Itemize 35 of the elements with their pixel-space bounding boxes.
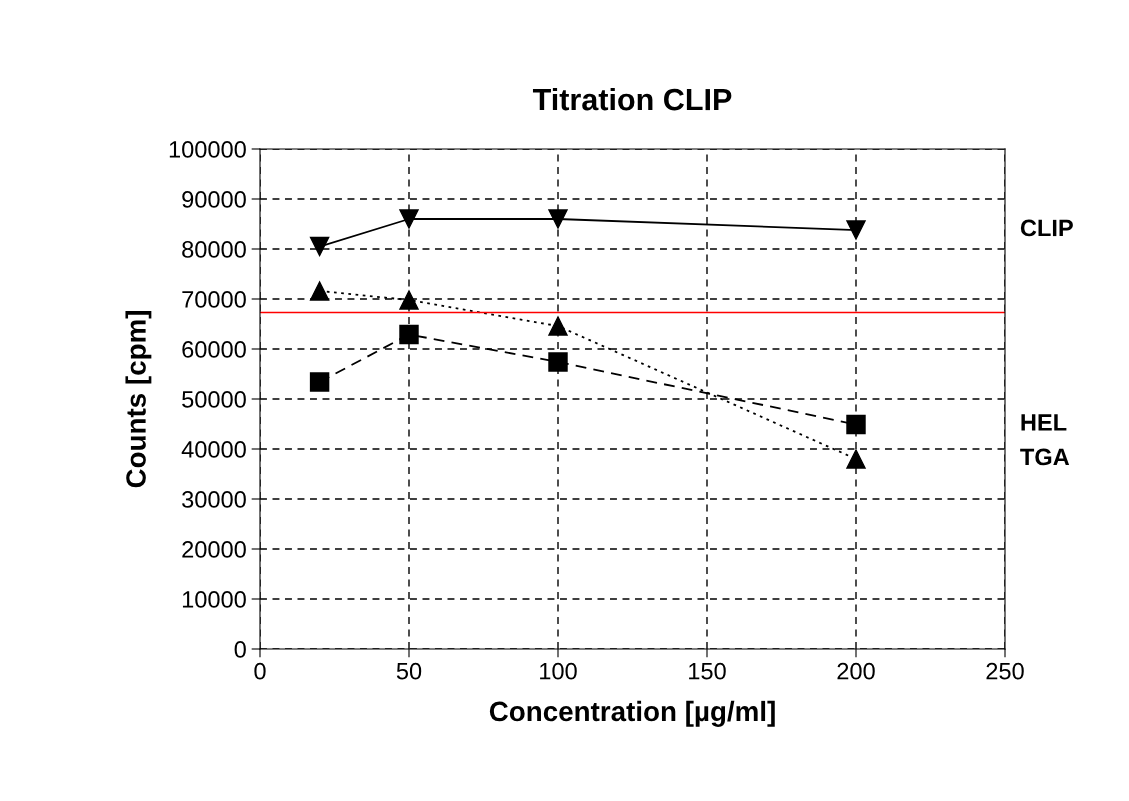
y-tick-label: 50000: [182, 391, 246, 408]
x-tick-label: 100: [540, 662, 577, 680]
point: [846, 220, 866, 240]
text: CLIP: [1020, 219, 1073, 237]
x-tick-label: 50: [396, 662, 422, 680]
y-tick-label: 30000: [182, 491, 246, 508]
text: TGA: [1020, 448, 1070, 466]
text: HEL: [1021, 414, 1067, 431]
y-tick-label: 70000: [182, 291, 246, 308]
chart-title: Titration CLIP: [532, 87, 732, 111]
y-axis-title: Counts [cpm]: [125, 311, 152, 488]
y-tick-label: 60000: [182, 341, 246, 358]
y-tick-label: 40000: [181, 441, 246, 458]
x-tick-label: 250: [986, 662, 1024, 680]
point: [309, 372, 330, 392]
y-tick-label: 100000: [169, 141, 246, 158]
y-tick-label: 0: [234, 641, 246, 658]
x-tick-label: 150: [689, 662, 726, 680]
point: [548, 352, 568, 372]
point: [548, 316, 568, 336]
y-tick-label: 90000: [182, 191, 246, 208]
y-tick-label: 20000: [182, 541, 246, 558]
point: [309, 281, 330, 301]
point: [846, 449, 866, 469]
point: [399, 324, 419, 345]
x-axis-title: Concentration [µg/ml]: [489, 700, 775, 727]
point: [399, 209, 419, 229]
x-tick-label: 0: [254, 662, 266, 680]
y-tick-label: 80000: [182, 241, 246, 258]
point: [548, 209, 568, 229]
x-tick-label: 200: [837, 662, 875, 680]
point: [399, 290, 419, 310]
y-tick-label: 10000: [182, 591, 246, 608]
point: [846, 414, 866, 435]
point: [309, 236, 330, 257]
